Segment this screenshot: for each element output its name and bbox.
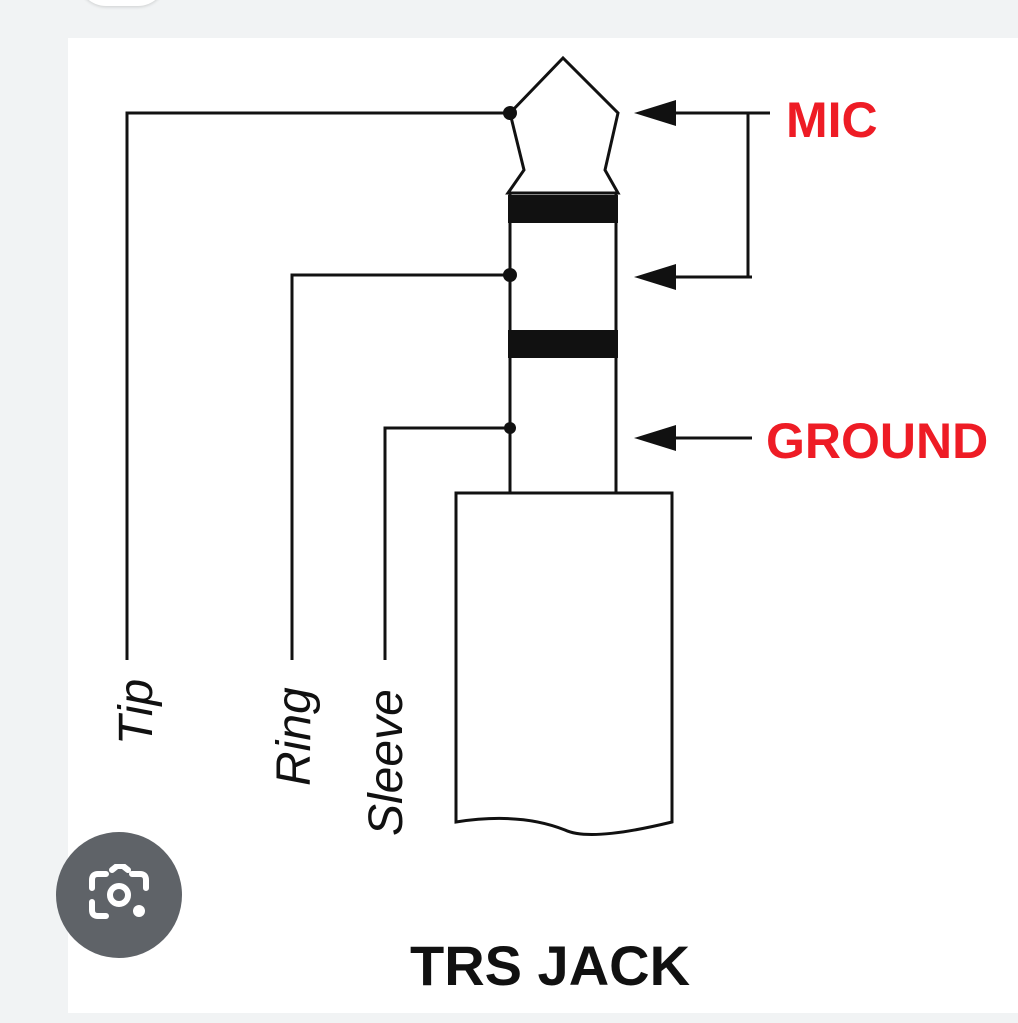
ground-arrowhead — [634, 425, 676, 451]
diagram-image-panel: MIC GROUND Tip Ring Sleeve TRS JACK — [68, 38, 1018, 1013]
insulator-band-2 — [508, 330, 618, 358]
top-action-button[interactable] — [78, 0, 166, 6]
trs-jack-diagram: MIC GROUND Tip Ring Sleeve TRS JACK — [110, 55, 988, 997]
ring-label: Ring — [268, 687, 321, 786]
ring-junction-dot — [503, 268, 517, 282]
google-lens-icon — [89, 864, 149, 919]
sleeve-junction-dot — [504, 422, 516, 434]
tip-label: Tip — [110, 679, 163, 745]
tip-wire — [125, 111, 510, 660]
ring-wire — [290, 273, 510, 660]
ground-label: GROUND — [766, 413, 988, 469]
mic-arrowhead — [634, 100, 676, 126]
google-lens-button[interactable] — [56, 832, 182, 958]
sleeve-wire — [383, 426, 510, 660]
tip-junction-dot — [503, 106, 517, 120]
sleeve-label: Sleeve — [360, 689, 413, 836]
insulator-band-1 — [508, 195, 618, 223]
plug-tip-outline — [505, 55, 621, 195]
diagram-title: TRS JACK — [410, 934, 690, 997]
mic-ring-arrowhead — [634, 264, 676, 290]
mic-label: MIC — [786, 92, 878, 148]
plug-handle-body — [454, 491, 674, 836]
